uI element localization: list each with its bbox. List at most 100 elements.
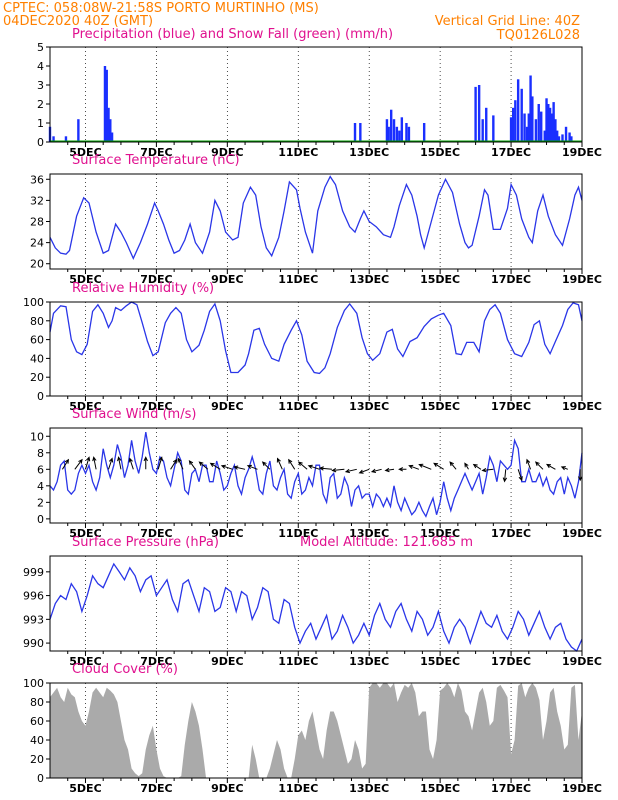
y-tick-label: 24 <box>30 237 44 250</box>
wind-arrow <box>233 465 246 470</box>
data-line <box>49 301 583 375</box>
x-tick-label: 9DEC <box>211 655 243 668</box>
plot-frame <box>49 301 583 397</box>
x-tick-label: 13DEC <box>349 527 389 540</box>
x-tick-label: 11DEC <box>278 400 318 413</box>
x-tick-label: 7DEC <box>140 400 172 413</box>
x-tick-label: 15DEC <box>420 146 460 159</box>
precip-bar <box>511 107 515 142</box>
x-tick-label: 11DEC <box>278 655 318 668</box>
wind-arrow <box>246 464 258 470</box>
precip-bar <box>537 104 540 142</box>
y-tick-label: 0 <box>37 513 44 526</box>
y-tick-label: 2 <box>37 496 44 509</box>
y-tick-label: 4 <box>37 60 44 73</box>
wind-arrow <box>61 458 70 470</box>
x-tick-label: 19DEC <box>562 146 602 159</box>
x-tick-label: 17DEC <box>491 655 531 668</box>
y-tick-label: 993 <box>23 613 44 626</box>
wind-arrow <box>276 457 283 470</box>
precip-bar <box>557 136 561 142</box>
x-tick-label: 15DEC <box>420 782 460 795</box>
pressure-panel: Surface Pressure (hPa) Model Altitude: 12… <box>23 535 602 668</box>
wind-arrow <box>408 464 420 470</box>
precip-bar <box>359 123 362 142</box>
y-tick-label: 60 <box>30 715 44 728</box>
y-tick-label: 3 <box>37 79 44 92</box>
x-tick-label: 15DEC <box>420 527 460 540</box>
header-line1: CPTEC: 058:08W-21:58S PORTO MURTINHO (MS… <box>3 1 319 16</box>
wind-arrow <box>318 466 333 471</box>
precip-bar <box>527 113 530 142</box>
cloud-cover-area <box>50 683 582 778</box>
header-date: 04DEC2020 40Z (GMT) <box>3 14 153 29</box>
x-tick-label: 13DEC <box>349 146 389 159</box>
x-tick-label: 13DEC <box>349 400 389 413</box>
panel-title: Cloud Cover (%) <box>72 662 178 677</box>
wind-arrow <box>526 458 532 470</box>
wind-arrow <box>358 468 370 474</box>
wind-arrow <box>517 469 523 482</box>
x-tick-label: 9DEC <box>211 146 243 159</box>
x-tick-label: 17DEC <box>491 527 531 540</box>
precip-bar <box>492 115 495 142</box>
y-tick-label: 20 <box>30 258 44 271</box>
y-tick-label: 1 <box>37 117 44 130</box>
wind-arrow <box>177 457 184 470</box>
data-line <box>49 562 583 653</box>
x-tick-label: 7DEC <box>140 146 172 159</box>
y-tick-label: 4 <box>37 480 44 493</box>
precip-bar <box>520 88 523 142</box>
wind-arrow <box>92 456 97 470</box>
precip-bar <box>564 126 568 142</box>
wind-arrow <box>560 466 568 471</box>
y-tick-label: 8 <box>37 447 44 460</box>
wind-arrow <box>481 467 494 473</box>
wind-arrow <box>418 463 432 470</box>
wind-arrow <box>188 459 196 470</box>
wind-arrow <box>128 457 134 470</box>
x-tick-label: 19DEC <box>562 655 602 668</box>
header-model-code: TQ0126L028 <box>496 28 580 43</box>
wind-arrow <box>546 463 556 470</box>
precip-bar <box>389 109 393 142</box>
precip-bar <box>398 130 401 142</box>
precipitation-panel: Precipitation (blue) and Snow Fall (gree… <box>37 27 602 159</box>
precip-bar <box>407 126 411 142</box>
precip-bar <box>540 111 543 142</box>
precip-bar <box>385 119 389 142</box>
data-line <box>49 431 583 518</box>
wind-arrow <box>108 457 114 470</box>
precip-bar <box>110 132 114 142</box>
panel-title: Surface Wind (m/s) <box>72 407 196 422</box>
wind-arrow <box>534 461 544 470</box>
y-tick-label: 100 <box>23 296 44 309</box>
x-tick-label: 7DEC <box>140 655 172 668</box>
wind-arrow <box>157 456 163 470</box>
wind-arrow <box>74 458 83 470</box>
y-tick-label: 5 <box>37 41 44 54</box>
precip-bar <box>516 79 520 142</box>
wind-arrow <box>198 461 209 470</box>
precip-bar <box>392 119 396 142</box>
x-tick-label: 15DEC <box>420 400 460 413</box>
wind-arrow <box>398 467 407 472</box>
y-tick-label: 80 <box>30 696 44 709</box>
y-tick-label: 20 <box>30 753 44 766</box>
x-tick-label: 19DEC <box>562 273 602 286</box>
wind-arrow <box>344 468 357 474</box>
precip-bar <box>550 113 554 142</box>
wind-arrow <box>502 469 508 483</box>
panel-title: Surface Temperature (nC) <box>72 153 240 168</box>
wind-arrow <box>433 462 444 470</box>
wind-arrow <box>464 462 469 470</box>
y-tick-label: 990 <box>23 637 44 650</box>
x-tick-label: 13DEC <box>349 782 389 795</box>
x-tick-label: 17DEC <box>491 146 531 159</box>
x-tick-label: 17DEC <box>491 782 531 795</box>
precip-bar <box>529 75 532 142</box>
panel-title: Relative Humidity (%) <box>72 281 214 296</box>
panel-annotation: Model Altitude: 121.685 m <box>300 535 473 550</box>
wind-arrow <box>220 464 233 470</box>
